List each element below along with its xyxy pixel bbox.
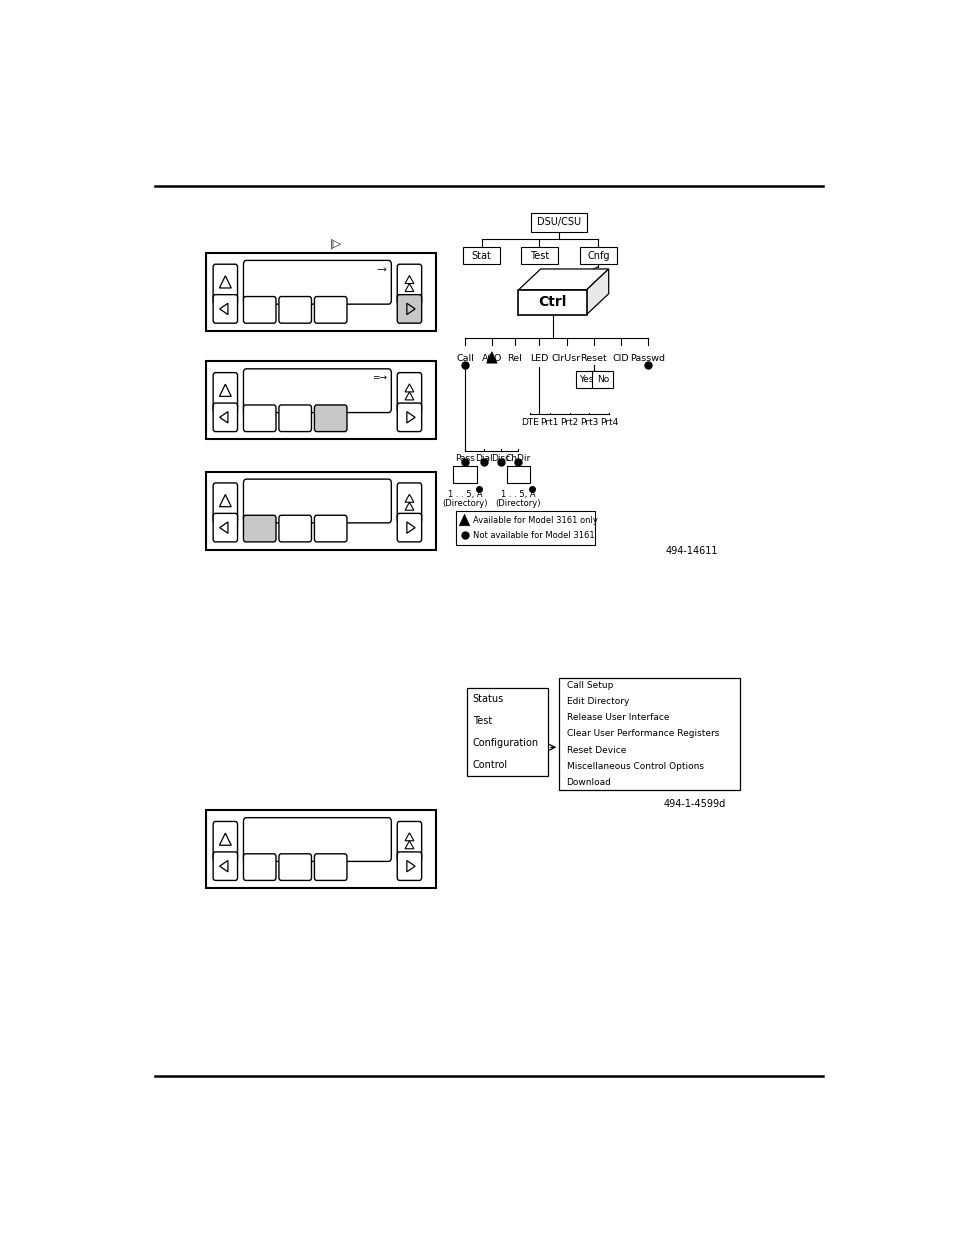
Text: 494-14611: 494-14611 xyxy=(665,546,718,556)
Text: Pass: Pass xyxy=(455,454,475,463)
FancyBboxPatch shape xyxy=(243,818,391,862)
Text: Prt1: Prt1 xyxy=(539,419,558,427)
FancyBboxPatch shape xyxy=(396,852,421,881)
Text: Call: Call xyxy=(456,353,474,363)
FancyBboxPatch shape xyxy=(456,511,594,545)
FancyBboxPatch shape xyxy=(213,514,237,542)
Text: =→: =→ xyxy=(372,373,387,382)
Text: Miscellaneous Control Options: Miscellaneous Control Options xyxy=(566,762,702,771)
Text: ACO: ACO xyxy=(481,353,501,363)
FancyBboxPatch shape xyxy=(314,405,347,431)
FancyBboxPatch shape xyxy=(576,370,597,388)
Text: Call Setup: Call Setup xyxy=(566,682,612,690)
Text: -→: -→ xyxy=(375,264,387,273)
Text: Reset Device: Reset Device xyxy=(566,746,625,755)
Text: 494-1-4599d: 494-1-4599d xyxy=(662,799,724,809)
FancyBboxPatch shape xyxy=(206,361,436,440)
FancyBboxPatch shape xyxy=(396,821,421,862)
FancyBboxPatch shape xyxy=(396,373,421,412)
FancyBboxPatch shape xyxy=(592,370,613,388)
FancyBboxPatch shape xyxy=(278,296,311,324)
Text: DSU/CSU: DSU/CSU xyxy=(537,217,580,227)
FancyBboxPatch shape xyxy=(396,483,421,522)
Text: Passwd: Passwd xyxy=(630,353,664,363)
FancyBboxPatch shape xyxy=(558,678,740,790)
Text: 1 . . 5, A: 1 . . 5, A xyxy=(448,489,482,499)
FancyBboxPatch shape xyxy=(278,853,311,881)
Text: Cnfg: Cnfg xyxy=(586,251,609,261)
Polygon shape xyxy=(486,352,497,363)
FancyBboxPatch shape xyxy=(396,295,421,324)
FancyBboxPatch shape xyxy=(213,821,237,862)
FancyBboxPatch shape xyxy=(314,515,347,542)
Polygon shape xyxy=(459,514,469,526)
FancyBboxPatch shape xyxy=(213,483,237,522)
Text: Stat: Stat xyxy=(471,251,491,261)
FancyBboxPatch shape xyxy=(243,369,391,412)
FancyBboxPatch shape xyxy=(213,295,237,324)
Text: Release User Interface: Release User Interface xyxy=(566,714,668,722)
Text: Edit Directory: Edit Directory xyxy=(566,698,628,706)
FancyBboxPatch shape xyxy=(314,853,347,881)
FancyBboxPatch shape xyxy=(396,514,421,542)
Text: Dial: Dial xyxy=(475,454,492,463)
FancyBboxPatch shape xyxy=(206,810,436,888)
Text: Test: Test xyxy=(529,251,548,261)
Text: Test: Test xyxy=(472,716,492,726)
Text: Status: Status xyxy=(472,694,503,704)
FancyBboxPatch shape xyxy=(213,264,237,304)
FancyBboxPatch shape xyxy=(462,247,499,264)
Text: Prt2: Prt2 xyxy=(559,419,578,427)
Polygon shape xyxy=(518,269,608,290)
Text: ClrUsr: ClrUsr xyxy=(552,353,580,363)
Text: Available for Model 3161 only: Available for Model 3161 only xyxy=(473,516,598,525)
Text: DTE: DTE xyxy=(520,419,537,427)
FancyBboxPatch shape xyxy=(213,852,237,881)
FancyBboxPatch shape xyxy=(243,405,275,431)
FancyBboxPatch shape xyxy=(506,466,530,483)
Text: (Directory): (Directory) xyxy=(442,499,488,508)
FancyBboxPatch shape xyxy=(213,373,237,412)
FancyBboxPatch shape xyxy=(243,853,275,881)
Text: Rel: Rel xyxy=(507,353,521,363)
FancyBboxPatch shape xyxy=(453,466,476,483)
Text: Prt3: Prt3 xyxy=(579,419,598,427)
Text: Control: Control xyxy=(472,760,507,769)
FancyBboxPatch shape xyxy=(243,296,275,324)
Text: Disc: Disc xyxy=(491,454,510,463)
Text: Not available for Model 3161: Not available for Model 3161 xyxy=(473,531,595,540)
FancyBboxPatch shape xyxy=(466,688,547,776)
Text: Prt4: Prt4 xyxy=(599,419,618,427)
Text: No: No xyxy=(596,374,608,384)
Text: (Directory): (Directory) xyxy=(496,499,540,508)
Text: ChDir: ChDir xyxy=(505,454,531,463)
Text: Yes: Yes xyxy=(578,374,593,384)
Text: Clear User Performance Registers: Clear User Performance Registers xyxy=(566,730,719,739)
Text: LED: LED xyxy=(530,353,548,363)
FancyBboxPatch shape xyxy=(278,515,311,542)
FancyBboxPatch shape xyxy=(206,253,436,331)
FancyBboxPatch shape xyxy=(314,296,347,324)
Polygon shape xyxy=(586,269,608,315)
Text: Configuration: Configuration xyxy=(472,739,538,748)
FancyBboxPatch shape xyxy=(213,403,237,431)
FancyBboxPatch shape xyxy=(278,405,311,431)
FancyBboxPatch shape xyxy=(243,515,275,542)
FancyBboxPatch shape xyxy=(396,264,421,304)
FancyBboxPatch shape xyxy=(518,290,586,315)
FancyBboxPatch shape xyxy=(243,479,391,522)
Text: Ctrl: Ctrl xyxy=(537,295,566,309)
Text: 1 . . 5, A: 1 . . 5, A xyxy=(500,489,536,499)
Text: Reset: Reset xyxy=(580,353,607,363)
FancyBboxPatch shape xyxy=(520,247,558,264)
FancyBboxPatch shape xyxy=(396,403,421,431)
Text: CID: CID xyxy=(612,353,628,363)
FancyBboxPatch shape xyxy=(579,247,617,264)
Text: |▷: |▷ xyxy=(330,238,342,248)
FancyBboxPatch shape xyxy=(206,472,436,550)
FancyBboxPatch shape xyxy=(531,212,586,232)
FancyBboxPatch shape xyxy=(243,261,391,304)
Text: Download: Download xyxy=(566,778,611,787)
